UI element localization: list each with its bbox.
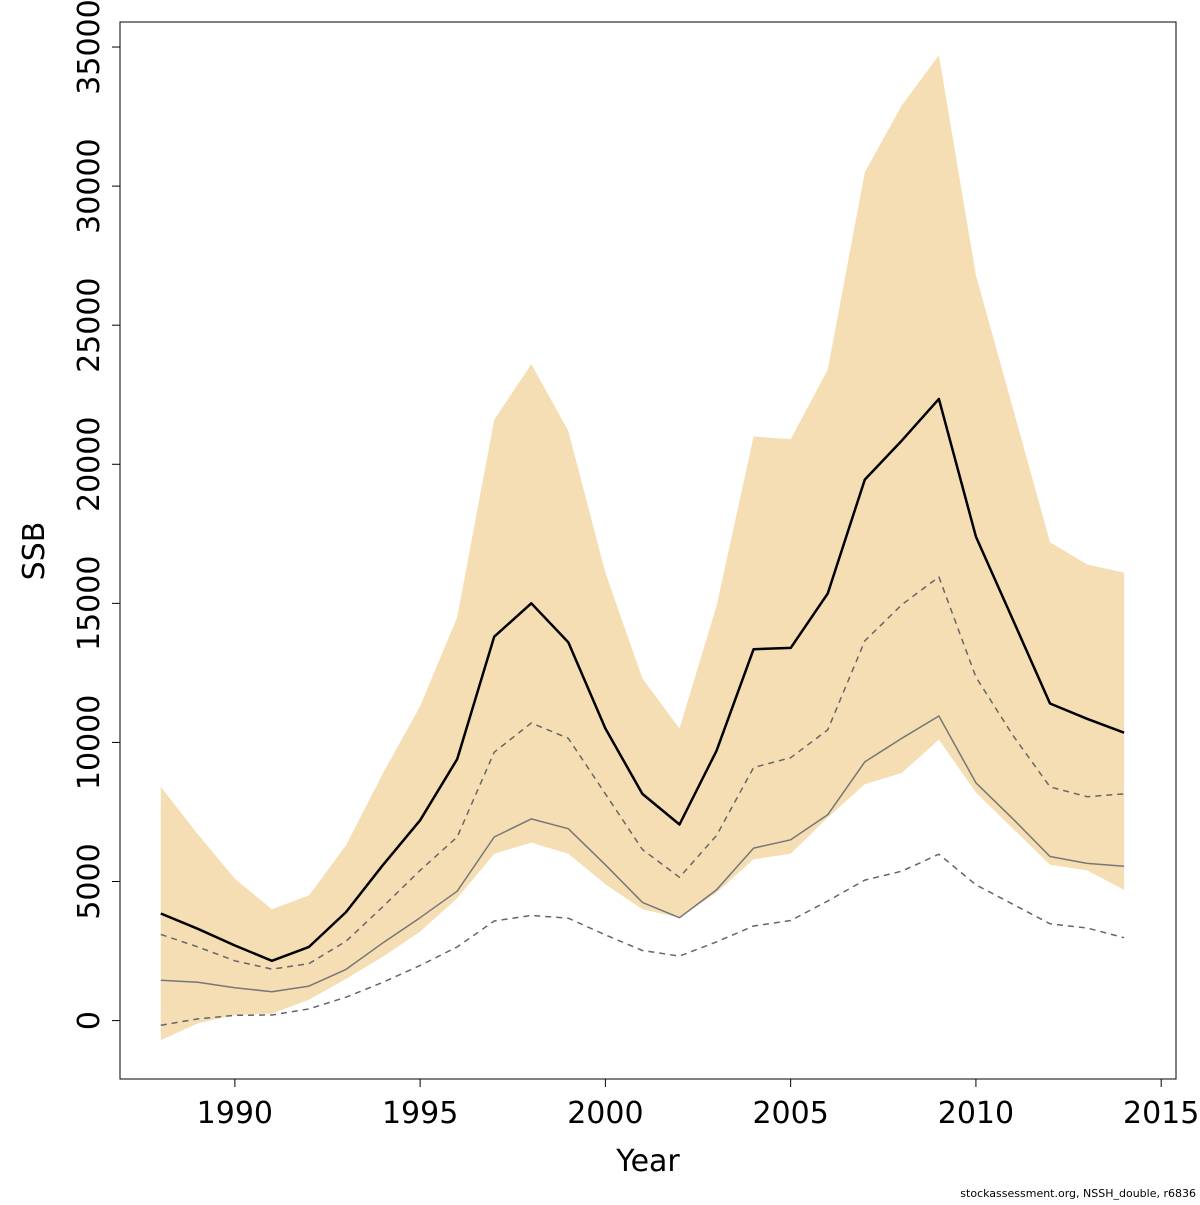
series-line-dashed-upper (160, 576, 1125, 970)
y-tick-label: 20000 (72, 417, 107, 512)
y-tick-label: 15000 (72, 556, 107, 651)
footnote: stockassessment.org, NSSH_double, r6836 (960, 1187, 1196, 1200)
y-tick-label: 25000 (72, 277, 107, 372)
x-tick-label: 2015 (1123, 1096, 1199, 1131)
y-tick-label: 0 (72, 1011, 107, 1030)
series-line-estimate (160, 397, 1125, 963)
x-tick-label: 2010 (938, 1096, 1014, 1131)
y-tick-label: 10000 (72, 695, 107, 790)
series-line-solid-grey (160, 715, 1125, 993)
y-tick-label: 30000 (72, 138, 107, 233)
x-tick-label: 1995 (382, 1096, 458, 1131)
confidence-band (160, 55, 1125, 1041)
series-line-dashed-lower (160, 853, 1125, 1027)
y-axis: 0 5000 10000 15000 20000 25000 30000 35000 (72, 0, 121, 1030)
y-tick-label: 5000 (72, 843, 107, 919)
x-tick-label: 2005 (752, 1096, 828, 1131)
y-tick-label: 35000 (72, 0, 107, 95)
x-tick-label: 2000 (567, 1096, 643, 1131)
y-axis-title: SSB (17, 522, 52, 581)
plot-area (160, 55, 1125, 1041)
x-tick-label: 1990 (197, 1096, 273, 1131)
x-axis: 1990 1995 2000 2005 2010 2015 (197, 1078, 1199, 1131)
x-axis-title: Year (615, 1144, 680, 1179)
